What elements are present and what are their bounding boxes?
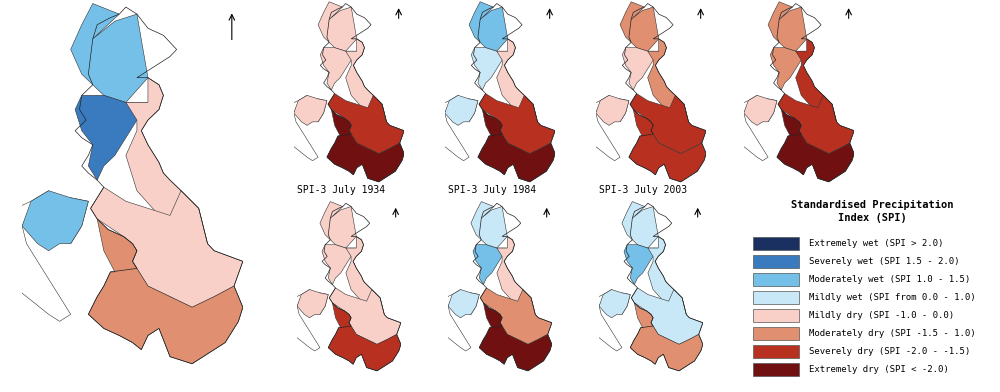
Text: Mildly dry (SPI -1.0 - 0.0): Mildly dry (SPI -1.0 - 0.0) — [809, 311, 954, 320]
Polygon shape — [596, 95, 629, 125]
Bar — [753, 309, 799, 322]
Polygon shape — [480, 288, 552, 344]
Polygon shape — [630, 94, 706, 154]
Text: Moderately wet (SPI 1.0 - 1.5): Moderately wet (SPI 1.0 - 1.5) — [809, 276, 970, 284]
Polygon shape — [778, 94, 854, 154]
Polygon shape — [328, 303, 401, 371]
Text: Moderately dry (SPI -1.5 - 1.0): Moderately dry (SPI -1.5 - 1.0) — [809, 329, 975, 338]
Polygon shape — [320, 201, 356, 248]
Polygon shape — [71, 4, 148, 102]
Bar — [753, 238, 799, 250]
Polygon shape — [622, 48, 659, 90]
Polygon shape — [744, 95, 777, 125]
Text: Extremely wet (SPI > 2.0): Extremely wet (SPI > 2.0) — [809, 240, 943, 249]
Bar — [753, 345, 799, 358]
Text: SPI-3 July 1934: SPI-3 July 1934 — [297, 185, 385, 195]
Polygon shape — [318, 2, 357, 51]
Polygon shape — [497, 236, 535, 314]
Bar — [753, 327, 799, 340]
Polygon shape — [294, 95, 327, 125]
Polygon shape — [599, 290, 630, 318]
Polygon shape — [126, 78, 208, 244]
Text: Severely wet (SPI 1.5 - 2.0): Severely wet (SPI 1.5 - 2.0) — [809, 258, 959, 267]
Polygon shape — [648, 236, 686, 314]
Polygon shape — [777, 109, 854, 182]
Polygon shape — [320, 48, 357, 90]
Bar — [753, 291, 799, 304]
Polygon shape — [448, 290, 479, 318]
Text: Standardised Precipitation
Index (SPI): Standardised Precipitation Index (SPI) — [791, 200, 954, 223]
Polygon shape — [722, 95, 777, 161]
Polygon shape — [624, 245, 658, 285]
Polygon shape — [329, 288, 401, 344]
Polygon shape — [346, 39, 387, 122]
Polygon shape — [427, 290, 479, 351]
Polygon shape — [328, 94, 404, 154]
Text: SPI-3 July 1984: SPI-3 July 1984 — [448, 185, 536, 195]
Polygon shape — [469, 2, 508, 51]
Polygon shape — [272, 95, 327, 161]
Polygon shape — [297, 290, 328, 318]
Polygon shape — [471, 201, 507, 248]
Bar — [753, 256, 799, 269]
Text: Severely dry (SPI -2.0 - -1.5): Severely dry (SPI -2.0 - -1.5) — [809, 347, 970, 356]
Text: SPI-3 July 2003: SPI-3 July 2003 — [599, 185, 687, 195]
Polygon shape — [574, 95, 629, 161]
Polygon shape — [770, 48, 807, 90]
Text: Extremely dry (SPI < -2.0): Extremely dry (SPI < -2.0) — [809, 365, 948, 374]
Polygon shape — [88, 219, 243, 364]
Polygon shape — [276, 290, 328, 351]
Polygon shape — [497, 39, 538, 122]
Bar — [753, 363, 799, 376]
Polygon shape — [479, 94, 555, 154]
Polygon shape — [629, 109, 706, 182]
Polygon shape — [423, 95, 478, 161]
Polygon shape — [478, 109, 555, 182]
Text: Mildly wet (SPI from 0.0 - 1.0): Mildly wet (SPI from 0.0 - 1.0) — [809, 293, 975, 302]
Polygon shape — [796, 39, 837, 122]
Polygon shape — [768, 2, 807, 51]
Polygon shape — [75, 95, 148, 180]
Polygon shape — [471, 48, 508, 90]
Polygon shape — [631, 288, 703, 344]
Polygon shape — [91, 187, 243, 307]
Polygon shape — [327, 109, 404, 182]
Polygon shape — [0, 191, 88, 321]
Polygon shape — [346, 236, 384, 314]
Polygon shape — [578, 290, 630, 351]
Polygon shape — [473, 245, 507, 285]
Polygon shape — [630, 303, 703, 371]
Bar — [753, 273, 799, 286]
Polygon shape — [445, 95, 478, 125]
Polygon shape — [648, 39, 689, 122]
Polygon shape — [479, 303, 552, 371]
Polygon shape — [322, 245, 356, 285]
Polygon shape — [622, 201, 658, 248]
Polygon shape — [22, 191, 88, 251]
Polygon shape — [620, 2, 659, 51]
